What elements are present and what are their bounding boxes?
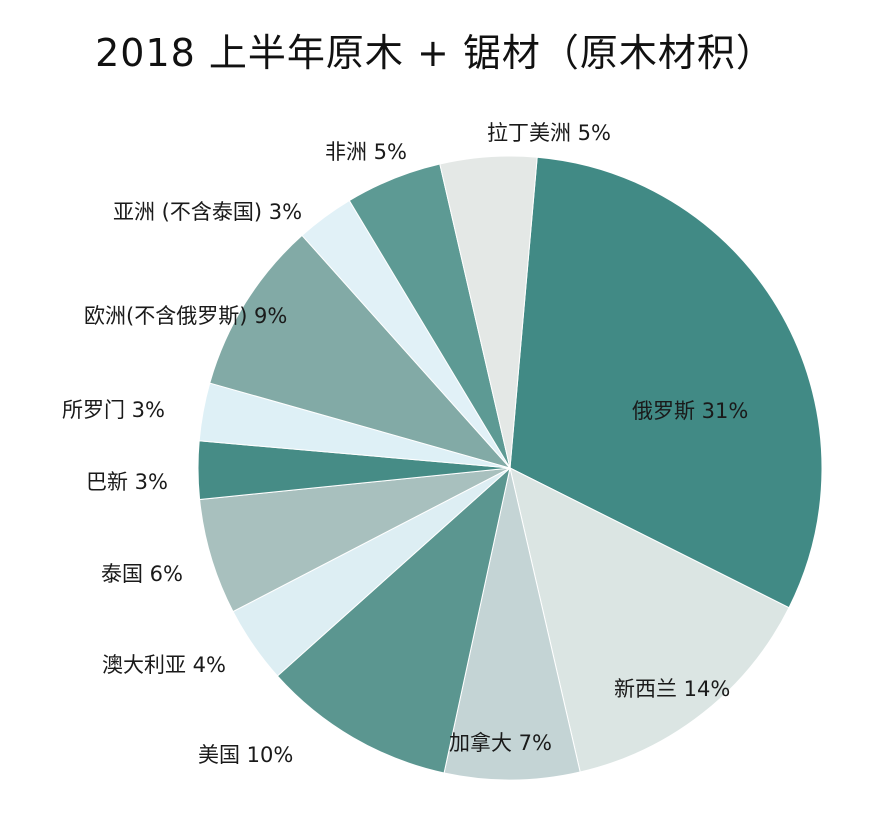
slice-label: 巴新 3% xyxy=(86,470,168,494)
pie-slice xyxy=(439,155,538,469)
slice-label: 新西兰 14% xyxy=(614,677,730,701)
slice-label: 美国 10% xyxy=(198,743,293,767)
pie-slice xyxy=(509,467,790,773)
pie-slice xyxy=(276,466,511,774)
pie-slice xyxy=(509,156,823,609)
slice-label: 俄罗斯 31% xyxy=(632,399,748,423)
slice-label: 泰国 6% xyxy=(101,562,183,586)
slice-label: 加拿大 7% xyxy=(449,731,552,755)
pie-slice xyxy=(443,467,581,781)
slice-label: 欧洲(不含俄罗斯) 9% xyxy=(84,304,287,328)
slice-label: 所罗门 3% xyxy=(62,398,165,422)
pie-labels: 俄罗斯 31% 新西兰 14% 加拿大 7% 美国 10% 澳大利亚 4% 泰国 6% 巴新… xyxy=(62,121,748,767)
chart-title: 2018 上半年原木 + 锯材（原木材积） xyxy=(95,31,775,75)
slice-label: 亚洲 (不含泰国) 3% xyxy=(113,200,302,224)
slice-label: 非洲 5% xyxy=(325,140,407,164)
slice-label: 拉丁美洲 5% xyxy=(487,121,611,145)
pie-slices xyxy=(197,155,823,781)
slice-label: 澳大利亚 4% xyxy=(102,653,226,677)
pie-slice xyxy=(209,234,512,469)
